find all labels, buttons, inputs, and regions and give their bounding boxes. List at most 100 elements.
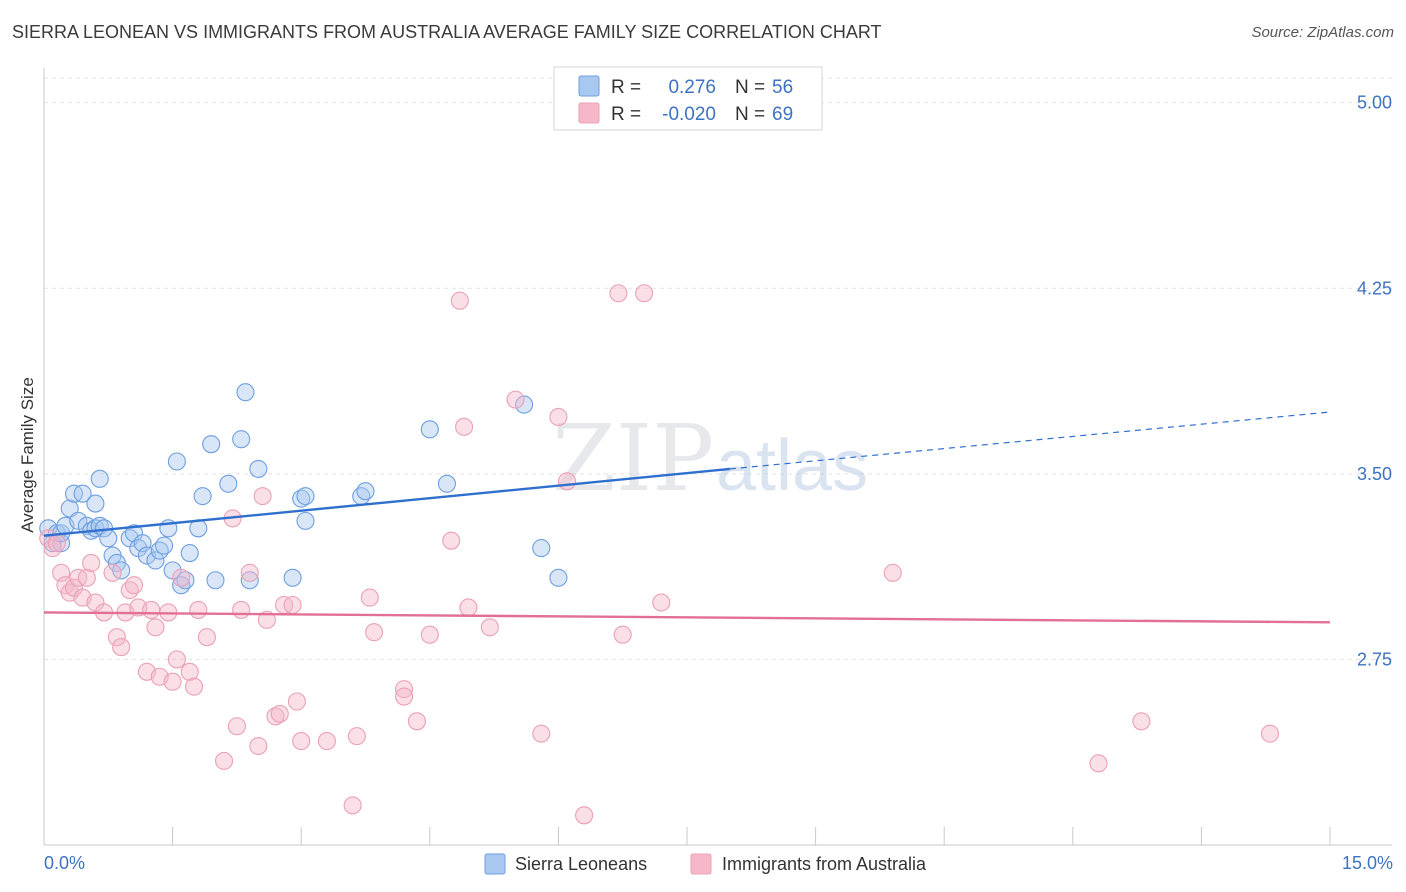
point-immigrant-australia [480,618,499,637]
point-immigrant-australia [317,732,336,751]
x-tick-labels: 0.0% 15.0% [44,853,1393,873]
point-immigrant-australia [180,662,199,681]
point-immigrant-australia [365,623,384,642]
point-sierra-leonean [437,474,456,493]
point-immigrant-australia [163,672,182,691]
point-immigrant-australia [450,291,469,310]
point-immigrant-australia [442,531,461,550]
point-immigrant-australia [395,680,414,699]
point-immigrant-australia [167,650,186,669]
bottom-legend-swatch-blue [484,853,506,875]
point-sierra-leonean [240,571,259,590]
point-sierra-leonean [167,452,186,471]
point-immigrant-australia [506,390,525,409]
legend-swatch-blue [578,75,600,97]
point-sierra-leonean [236,383,255,402]
point-immigrant-australia [455,417,474,436]
legend-n-label-1: N = [735,77,765,98]
point-immigrant-australia [343,796,362,815]
point-immigrant-australia [146,618,165,637]
point-sierra-leonean [193,487,212,506]
point-immigrant-australia [557,472,577,491]
point-sierra-leonean [99,529,118,548]
point-immigrant-australia [883,563,902,582]
y-tick-label: 5.00 [1357,93,1392,113]
y-axis-title: Average Family Size [18,377,37,533]
point-sierra-leonean [73,484,92,503]
point-immigrant-australia [420,625,439,644]
trend-line-sierra-leonean-extension [729,411,1331,470]
axes [43,68,1392,846]
point-sierra-leonean [549,568,568,587]
point-sierra-leonean [532,539,551,558]
trend-lines [43,411,1331,624]
point-immigrant-australia [635,284,654,303]
trend-line-immigrant-australia [43,611,1331,624]
point-immigrant-australia [189,600,208,620]
point-sierra-leonean [515,395,534,414]
point-immigrant-australia [82,553,101,572]
y-tick-label: 2.75 [1357,649,1392,669]
point-immigrant-australia [1132,712,1151,731]
point-sierra-leonean [180,543,199,563]
legend-n-label-2: N = [735,104,765,125]
point-sierra-leonean [146,551,165,570]
point-immigrant-australia [240,563,259,582]
point-immigrant-australia [347,727,366,746]
point-sierra-leonean [69,511,88,530]
point-sierra-leonean [296,487,315,506]
x-tick-label: 15.0% [1342,853,1393,873]
legend-n-value-1: 56 [772,77,793,98]
point-immigrant-australia [47,534,66,553]
point-immigrant-australia [270,704,289,723]
point-sierra-leonean [60,499,79,518]
point-immigrant-australia [257,610,276,629]
bottom-legend-label-1: Sierra Leoneans [515,854,647,874]
y-tick-label: 4.25 [1357,278,1392,298]
point-sierra-leonean [86,494,105,513]
point-sierra-leonean [296,511,315,530]
point-immigrant-australia [360,588,379,607]
point-sierra-leonean [356,482,375,501]
trend-line-sierra-leonean [43,467,730,537]
point-sierra-leonean [420,420,439,439]
bottom-legend: Sierra Leoneans Immigrants from Australi… [484,853,927,875]
point-sierra-leonean [154,536,174,555]
point-immigrant-australia [103,563,122,582]
bottom-legend-label-2: Immigrants from Australia [722,854,927,874]
point-immigrant-australia [227,717,246,736]
point-sierra-leonean [202,435,221,454]
bottom-legend-swatch-pink [690,853,712,875]
point-sierra-leonean [232,430,251,449]
watermark: ZIP atlas [552,405,868,512]
data-points [39,284,1280,825]
point-sierra-leonean [206,571,225,590]
legend-r-label-1: R = [611,77,641,98]
point-sierra-leonean [219,474,238,493]
point-immigrant-australia [613,625,632,644]
point-immigrant-australia [532,724,551,743]
point-immigrant-australia [1260,724,1280,743]
point-immigrant-australia [407,712,426,731]
point-immigrant-australia [652,593,671,612]
point-immigrant-australia [142,600,161,620]
y-tick-label: 3.50 [1357,464,1392,484]
chart-title: SIERRA LEONEAN VS IMMIGRANTS FROM AUSTRA… [12,22,882,42]
point-immigrant-australia [112,638,131,657]
point-immigrant-australia [232,600,251,620]
point-immigrant-australia [292,732,311,751]
point-immigrant-australia [184,677,204,696]
point-immigrant-australia [283,595,302,615]
point-immigrant-australia [395,687,414,706]
legend-r-value-1: 0.276 [668,77,716,98]
point-immigrant-australia [575,806,594,825]
legend-swatch-pink [578,102,600,124]
legend-r-value-2: -0.020 [662,104,716,125]
point-immigrant-australia [107,628,126,647]
point-immigrant-australia [1089,754,1108,773]
legend-r-label-2: R = [611,104,641,125]
x-tick-label: 0.0% [44,853,85,873]
point-sierra-leonean [249,459,268,478]
point-immigrant-australia [287,692,306,711]
